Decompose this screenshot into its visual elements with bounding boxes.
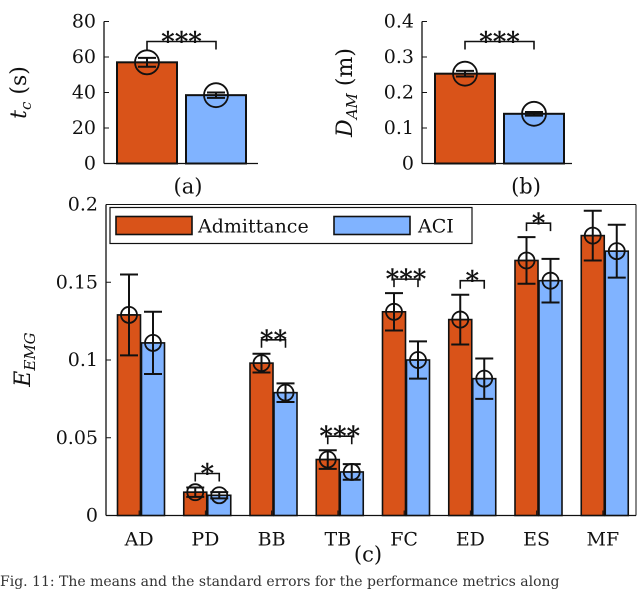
y-tick-label: 80 bbox=[72, 11, 96, 33]
y-label-subscript: c bbox=[17, 101, 35, 110]
bar-mf-admittance bbox=[580, 234, 606, 517]
x-tick-label-mf: MF bbox=[587, 529, 620, 551]
significance-tb-bracket bbox=[326, 435, 353, 445]
y-label-symbol: E bbox=[11, 371, 36, 388]
subfigure-label: (a) bbox=[174, 175, 203, 199]
bar-aci bbox=[185, 94, 247, 165]
significance-fc-bracket bbox=[393, 278, 419, 288]
significance-stars: *** bbox=[161, 28, 202, 58]
significance-tb-stars: *** bbox=[319, 422, 360, 452]
legend-label-aci: ACI bbox=[417, 216, 454, 238]
y-tick-label: 0 bbox=[86, 505, 98, 527]
y-tick-label: 0.2 bbox=[384, 82, 414, 104]
legend: Admittance ACI bbox=[109, 206, 473, 245]
x-tick-label-tb: TB bbox=[325, 529, 352, 551]
y-label-symbol: t bbox=[7, 110, 32, 119]
y-label-unit: (s) bbox=[7, 66, 32, 101]
bar-es-admittance bbox=[514, 259, 539, 517]
chart-b: 0 0.1 0.2 0.3 0.4 DAM (m) *** (b) bbox=[333, 11, 572, 199]
significance-bracket bbox=[146, 40, 217, 50]
bar-aci bbox=[503, 112, 565, 165]
y-tick-label: 0.4 bbox=[384, 11, 414, 33]
figure-caption: Fig. 11: The means and the standard erro… bbox=[0, 574, 560, 589]
y-tick-label: 0.15 bbox=[56, 271, 98, 293]
significance-fc-stars: *** bbox=[386, 265, 427, 295]
y-label-unit: (m) bbox=[333, 48, 358, 93]
significance-es-bracket bbox=[525, 222, 552, 232]
significance-ed-stars: * bbox=[465, 267, 479, 297]
legend-label-admittance: Admittance bbox=[197, 216, 309, 238]
significance-pd-bracket bbox=[194, 472, 221, 482]
y-axis-label: DAM (m) bbox=[333, 48, 361, 138]
bar-bb-aci bbox=[273, 391, 298, 517]
y-tick-label: 60 bbox=[72, 46, 96, 68]
bar-admittance bbox=[434, 72, 496, 165]
legend-box bbox=[109, 206, 473, 245]
x-tick-label-fc: FC bbox=[390, 529, 418, 551]
y-tick-label: 0.2 bbox=[68, 194, 98, 216]
y-tick-label: 0.1 bbox=[384, 117, 414, 139]
bar-mf-aci bbox=[604, 250, 630, 517]
bar-bb-admittance bbox=[249, 362, 274, 517]
significance-bb-bracket bbox=[260, 338, 287, 348]
legend-swatch-admittance bbox=[115, 215, 193, 236]
y-tick-label: 20 bbox=[72, 117, 96, 139]
y-label-subscript: EMG bbox=[21, 332, 39, 371]
y-label-symbol: D bbox=[333, 119, 358, 138]
significance-ed-bracket bbox=[459, 279, 486, 289]
x-tick-label-ad: AD bbox=[124, 529, 154, 551]
subfigure-label: (b) bbox=[511, 175, 541, 199]
bar-ed-admittance bbox=[447, 318, 473, 517]
x-tick-label-es: ES bbox=[523, 529, 550, 551]
y-tick-label: 0.3 bbox=[384, 46, 414, 68]
y-label-subscript: AM bbox=[343, 92, 361, 121]
legend-swatch-aci bbox=[333, 215, 411, 236]
subfigure-label: (c) bbox=[354, 543, 382, 567]
y-axis-label: tc (s) bbox=[7, 66, 35, 119]
x-tick-label-pd: PD bbox=[191, 529, 219, 551]
y-tick-label: 0 bbox=[402, 153, 414, 175]
significance-pd-stars: * bbox=[200, 460, 214, 490]
bar-es-aci bbox=[538, 279, 563, 517]
y-axis-label: EEMG bbox=[11, 332, 39, 387]
significance-stars: *** bbox=[479, 28, 520, 58]
chart-a: 0 20 40 60 80 tc (s) *** (a) bbox=[7, 11, 258, 199]
y-tick-label: 40 bbox=[72, 82, 96, 104]
significance-bb-stars: ** bbox=[260, 326, 288, 356]
significance-es-stars: * bbox=[532, 209, 546, 239]
bar-fc-aci bbox=[405, 359, 431, 517]
y-tick-label: 0 bbox=[84, 153, 96, 175]
bar-admittance bbox=[116, 61, 178, 165]
bar-fc-admittance bbox=[381, 310, 407, 517]
significance-bracket bbox=[464, 40, 535, 50]
x-tick-label-ed: ED bbox=[456, 529, 485, 551]
y-tick-label: 0.05 bbox=[56, 427, 98, 449]
x-tick-label-bb: BB bbox=[258, 529, 286, 551]
y-tick-label: 0.1 bbox=[68, 349, 98, 371]
